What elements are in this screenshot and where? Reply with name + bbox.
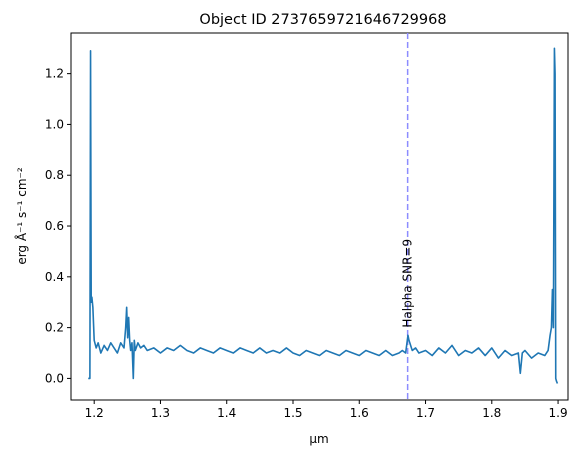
plot-area xyxy=(70,32,569,401)
y-axis-label: erg Å⁻¹ s⁻¹ cm⁻² xyxy=(14,167,29,265)
chart-title: Object ID 2737659721646729968 xyxy=(199,12,446,28)
x-axis-ticks: 1.2 1.3 1.4 1.5 1.6 1.7 1.8 1.9 xyxy=(85,400,568,420)
y-tick-label: 0.6 xyxy=(45,219,64,233)
x-tick-label: 1.8 xyxy=(482,406,501,420)
y-tick-label: 1.2 xyxy=(45,67,64,81)
x-tick-label: 1.3 xyxy=(151,406,170,420)
plot-frame xyxy=(70,32,569,401)
y-tick-label: 1.0 xyxy=(45,117,64,131)
annotations: Halpha SNR=9 xyxy=(401,33,415,400)
y-tick-label: 0.0 xyxy=(45,371,64,385)
y-tick-label: 0.2 xyxy=(45,321,64,335)
series-group xyxy=(88,47,559,384)
x-tick-label: 1.7 xyxy=(416,406,435,420)
halpha-snr-label: Halpha SNR=9 xyxy=(401,239,415,328)
x-tick-label: 1.9 xyxy=(549,406,568,420)
x-axis-label: µm xyxy=(309,432,328,446)
x-tick-label: 1.4 xyxy=(217,406,236,420)
x-tick-label: 1.6 xyxy=(350,406,369,420)
x-tick-label: 1.5 xyxy=(283,406,302,420)
x-tick-label: 1.2 xyxy=(85,406,104,420)
y-tick-label: 0.4 xyxy=(45,270,64,284)
y-axis-ticks: 0.0 0.2 0.4 0.6 0.8 1.0 1.2 xyxy=(45,67,71,385)
spectrum-line xyxy=(88,47,559,384)
y-tick-label: 0.8 xyxy=(45,168,64,182)
